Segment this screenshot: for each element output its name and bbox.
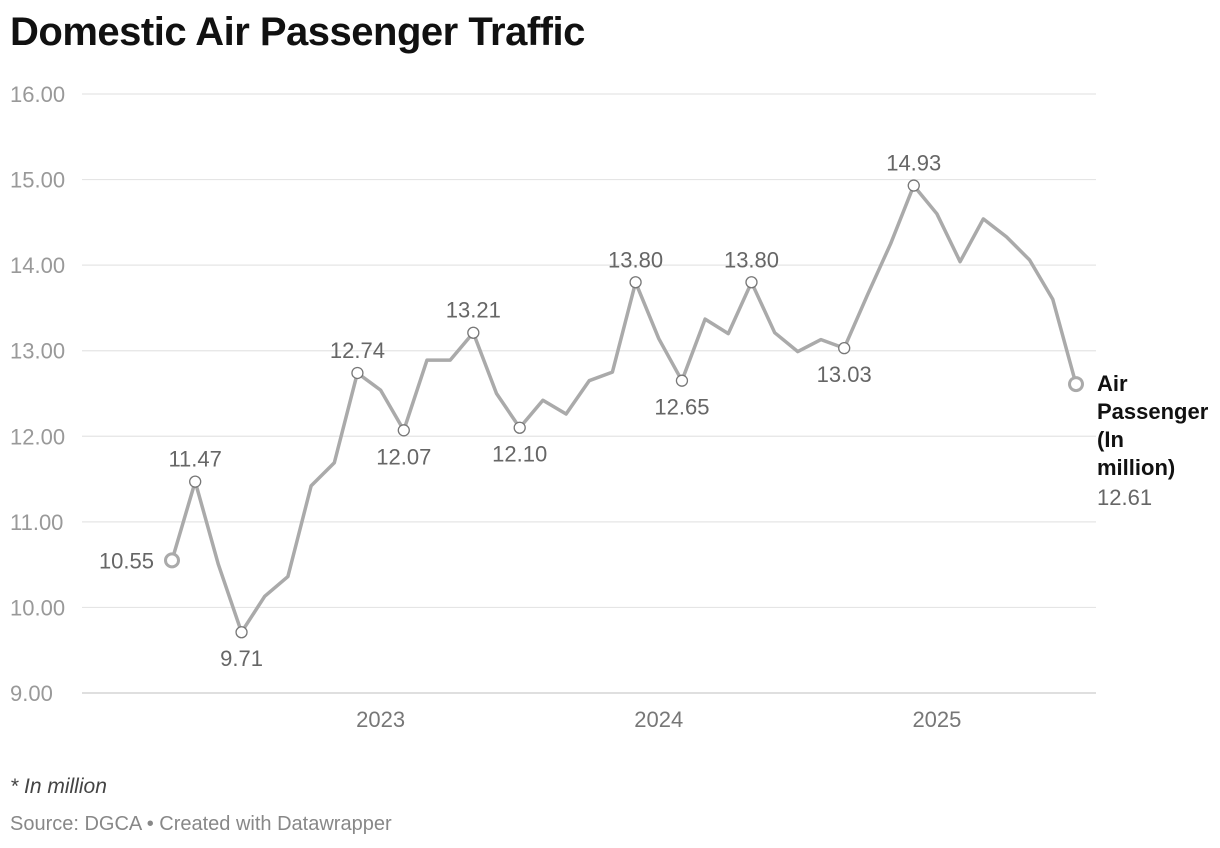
data-point-marker xyxy=(164,552,180,569)
data-label: 13.80 xyxy=(724,247,779,272)
series-end-label: Air Passenger (In million) 12.61 xyxy=(1097,371,1209,510)
data-label: 12.07 xyxy=(376,444,431,469)
series-line xyxy=(170,183,1078,634)
y-axis-ticks: 9.00 10.00 11.00 12.00 13.00 14.00 15.00 16.00 xyxy=(10,82,65,706)
x-tick-label: 2025 xyxy=(912,707,961,732)
data-point-marker xyxy=(629,276,642,289)
data-label: 12.10 xyxy=(492,442,547,467)
data-point-marker xyxy=(397,424,410,437)
data-label: 13.80 xyxy=(608,247,663,272)
gridlines xyxy=(82,93,1096,694)
data-point-marker xyxy=(513,421,526,434)
data-label: 10.55 xyxy=(99,548,154,573)
data-point-marker xyxy=(838,341,851,355)
footnote: * In million xyxy=(10,775,107,798)
data-point-marker xyxy=(745,276,758,289)
y-tick-label: 16.00 xyxy=(10,82,65,107)
data-label: 9.71 xyxy=(220,646,263,671)
end-point-marker xyxy=(1068,376,1084,393)
y-tick-label: 15.00 xyxy=(10,168,65,193)
series-path xyxy=(170,183,1078,634)
data-point-marker xyxy=(235,626,248,639)
data-label: 13.21 xyxy=(446,298,501,323)
source-credit: Source: DGCA • Created with Datawrapper xyxy=(10,813,392,835)
y-tick-label: 10.00 xyxy=(10,595,65,620)
data-markers xyxy=(164,179,1084,639)
data-point-marker xyxy=(907,179,920,192)
series-end-value: 12.61 xyxy=(1097,485,1152,510)
y-tick-label: 12.00 xyxy=(10,424,65,449)
data-label: 14.93 xyxy=(886,151,941,176)
x-axis-ticks: 2023 2024 2025 xyxy=(356,707,961,732)
y-tick-label: 9.00 xyxy=(10,681,53,706)
x-tick-label: 2024 xyxy=(634,707,683,732)
data-label: 11.47 xyxy=(168,447,221,472)
data-label: 12.74 xyxy=(330,338,385,363)
data-label: 13.03 xyxy=(817,362,872,387)
chart-title: Domestic Air Passenger Traffic xyxy=(10,10,585,54)
y-tick-label: 11.00 xyxy=(10,510,63,535)
line-chart: 9.0010.0011.0012.0013.0014.0015.0016.00 … xyxy=(10,82,1209,732)
data-point-marker xyxy=(675,374,689,387)
data-point-marker xyxy=(467,326,480,339)
data-label: 12.65 xyxy=(654,395,709,420)
data-point-marker xyxy=(351,366,364,380)
x-tick-label: 2023 xyxy=(356,707,405,732)
data-labels: 10.55 11.47 9.71 12.74 12.07 13.21 12.10 13.80 1… xyxy=(99,151,941,672)
y-tick-label: 14.00 xyxy=(10,253,65,278)
y-tick-label: 13.00 xyxy=(10,339,65,364)
data-point-marker xyxy=(189,475,202,488)
series-name-label: Air Passenger (In million) xyxy=(1097,371,1209,480)
